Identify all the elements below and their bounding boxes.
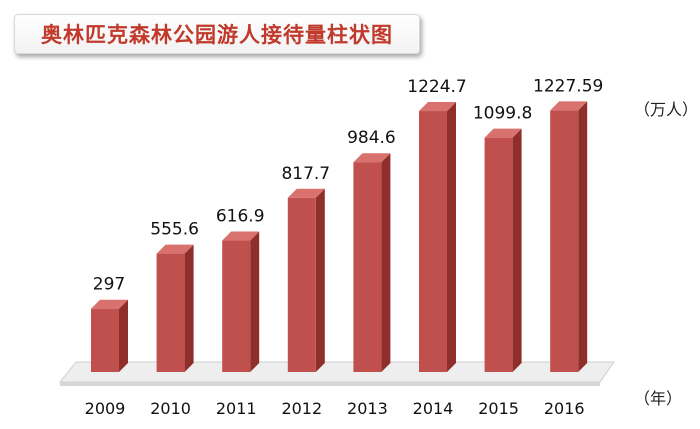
bar-side-2014 [447, 102, 456, 373]
bar-2012 [287, 197, 316, 372]
bar-2014 [419, 111, 447, 373]
bar-2010 [156, 253, 185, 372]
bar-side-2009 [119, 299, 128, 372]
bar-side-2013 [381, 153, 391, 372]
bar-2013 [353, 162, 382, 372]
value-label-2009: 297 [93, 275, 125, 295]
chart-title-box: 奥林匹克森林公园游人接待量柱状图 [14, 14, 420, 54]
bar-2016 [550, 110, 579, 373]
value-label-2010: 555.6 [150, 220, 199, 240]
value-label-2011: 616.9 [216, 207, 265, 227]
x-tick-label-2011: 2011 [216, 399, 257, 418]
chart-floor [58, 361, 615, 383]
bar-2009 [91, 308, 119, 372]
value-label-2013: 984.6 [347, 128, 396, 148]
chart-floor-edge [60, 382, 600, 386]
x-tick-label-2015: 2015 [478, 399, 519, 418]
value-label-2015: 1099.8 [473, 104, 532, 124]
x-tick-label-2009: 2009 [85, 399, 126, 418]
bar-side-2016 [578, 101, 588, 373]
bar-side-2011 [250, 231, 260, 372]
bar-top-2013 [353, 153, 391, 163]
bar-side-2012 [315, 188, 325, 372]
bar-side-2010 [184, 244, 194, 372]
x-tick-label-2014: 2014 [413, 399, 454, 418]
bar-top-2011 [222, 231, 260, 241]
bar-top-2010 [156, 244, 194, 254]
x-tick-label-2012: 2012 [281, 399, 322, 418]
bar-top-2015 [484, 128, 522, 138]
bar-top-2016 [550, 101, 588, 111]
x-tick-label-2016: 2016 [544, 399, 585, 418]
x-unit-label: （年） [634, 389, 683, 408]
bar-2015 [484, 137, 513, 372]
bar-top-2009 [91, 299, 128, 309]
bar-top-2012 [287, 188, 325, 198]
value-label-2014: 1224.7 [407, 77, 466, 97]
y-unit-label: （万人） [634, 100, 699, 119]
x-tick-label-2013: 2013 [347, 399, 388, 418]
value-label-2012: 817.7 [281, 164, 330, 184]
bar-top-2014 [419, 102, 456, 112]
x-tick-label-2010: 2010 [150, 399, 191, 418]
bar-side-2015 [512, 128, 522, 372]
chart-title: 奥林匹克森林公园游人接待量柱状图 [41, 23, 393, 47]
bar-2011 [222, 240, 251, 372]
value-label-2016: 1227.59 [533, 76, 603, 96]
